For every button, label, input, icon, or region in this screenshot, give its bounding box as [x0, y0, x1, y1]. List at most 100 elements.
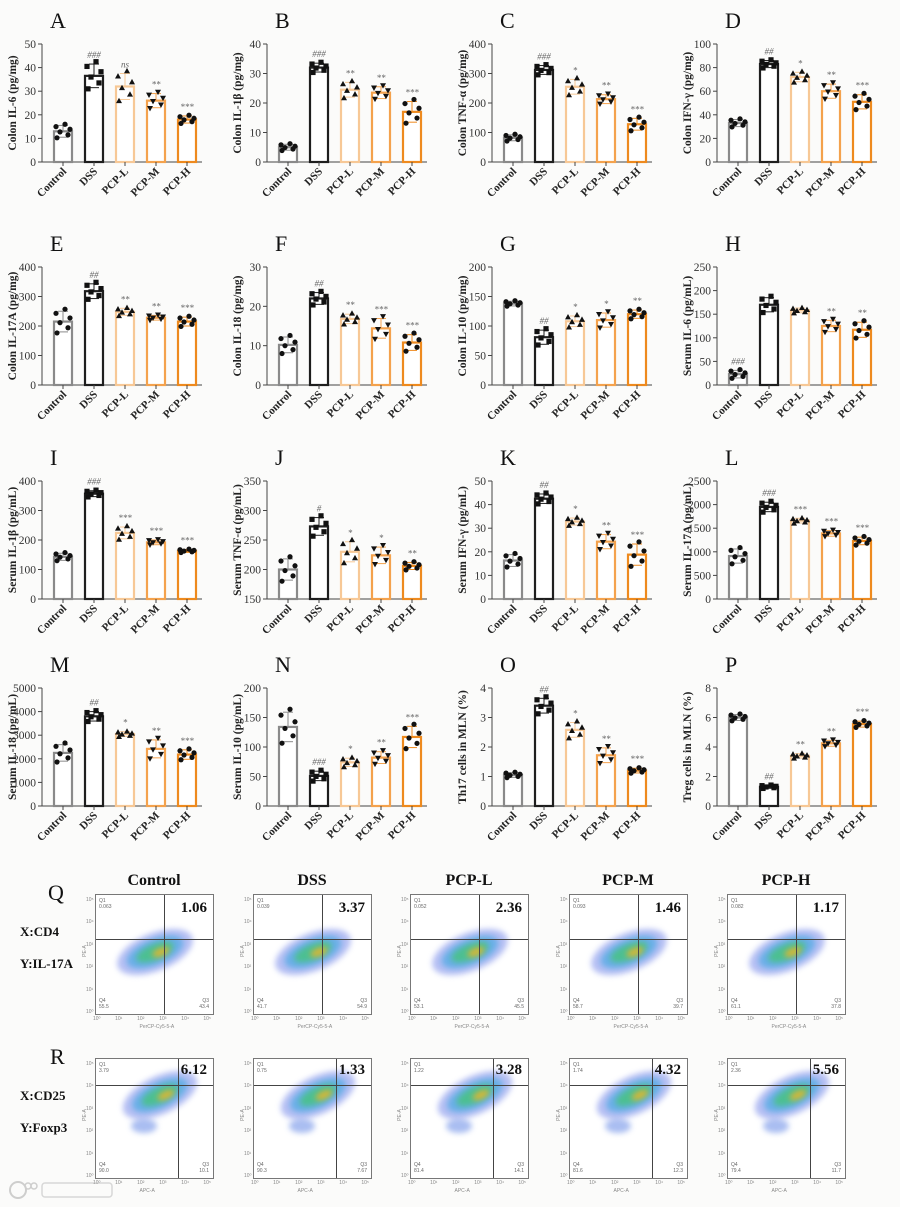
y-tick-label: 1 — [480, 772, 486, 784]
q3-value: 14.1 — [514, 1168, 524, 1174]
q1-value: 0.039 — [257, 904, 270, 910]
x-decade-label: 10⁰ — [725, 1180, 733, 1186]
y-axis-label: Colon IL-1β (pg/mg) — [232, 52, 244, 153]
data-point — [321, 67, 327, 73]
q3-value: 45.5 — [514, 1004, 524, 1010]
data-point — [127, 91, 133, 97]
density-cluster — [605, 1118, 632, 1133]
bar-pcp-h — [626, 313, 648, 387]
data-point — [84, 709, 90, 716]
data-point — [385, 322, 391, 328]
x-tick-label: PCP-M — [579, 602, 613, 636]
y-decade-label: 10⁰ — [560, 1173, 568, 1179]
data-point — [830, 316, 836, 323]
y-tick-label: 0 — [255, 157, 261, 169]
data-point — [512, 550, 518, 557]
data-point — [67, 315, 73, 321]
x-tick-label: PCP-L — [775, 603, 806, 634]
horizontal-gate — [411, 1085, 528, 1087]
y-axis-name: PE-A — [239, 944, 246, 957]
data-point — [53, 124, 59, 130]
data-point — [546, 70, 552, 76]
data-point — [119, 84, 125, 91]
bar-dss — [533, 704, 555, 808]
data-point — [290, 573, 296, 579]
x-tick-label: Control — [260, 810, 294, 844]
data-point — [790, 515, 796, 522]
data-point — [181, 752, 187, 758]
q1-value: 0.082 — [731, 904, 744, 910]
data-point — [742, 713, 748, 720]
q4-label: Q4 — [257, 998, 264, 1004]
significance-mark: ### — [87, 50, 101, 60]
panel-letter: J — [275, 445, 284, 470]
significance-mark: * — [573, 302, 578, 312]
y-tick-label: 0 — [30, 801, 36, 813]
x-tick-label: PCP-H — [836, 165, 869, 198]
data-point — [866, 324, 872, 330]
y-decade-label: 10¹ — [86, 1150, 94, 1157]
data-point — [763, 302, 769, 309]
data-point — [608, 757, 614, 763]
x-tick-label: DSS — [302, 389, 325, 412]
data-point — [515, 561, 521, 567]
x-decade-label: 10⁵ — [203, 1180, 212, 1186]
data-point — [628, 563, 634, 569]
data-point — [282, 343, 288, 349]
x-tick-label: Control — [710, 603, 744, 637]
data-point — [631, 553, 637, 559]
data-point — [636, 306, 642, 312]
data-point — [160, 743, 166, 749]
data-point — [88, 74, 94, 80]
data-point — [53, 551, 59, 557]
data-point — [760, 309, 766, 316]
panel-letter: G — [500, 231, 516, 256]
data-point — [160, 539, 166, 545]
flow-plot-pcp-m: Q1 0.093 1.46 Q4 58.7 Q3 39.7 — [569, 894, 688, 1015]
data-point — [96, 716, 102, 722]
x-tick-label: DSS — [77, 166, 100, 189]
data-point — [639, 314, 645, 320]
data-point — [804, 752, 810, 758]
x-decade-label: 10¹ — [747, 1180, 755, 1186]
y-decade-label: 10⁵ — [718, 896, 726, 903]
y-decade-label: 10¹ — [244, 1150, 252, 1157]
data-point — [372, 96, 378, 103]
data-point — [794, 517, 800, 524]
data-point — [279, 740, 285, 746]
vertical-gate — [651, 1059, 653, 1178]
significance-mark: * — [348, 744, 353, 754]
x-tick-label: Control — [35, 166, 69, 200]
data-point — [309, 769, 315, 775]
q4-value: 53.1 — [414, 1004, 424, 1010]
q3-value: 7.67 — [357, 1168, 367, 1174]
significance-mark: # — [317, 504, 322, 514]
y-tick-label: 10 — [250, 341, 262, 353]
data-point — [341, 94, 347, 101]
data-point — [352, 554, 358, 561]
data-point — [507, 772, 513, 778]
data-point — [835, 530, 841, 536]
x-decade-label: 10⁴ — [813, 1180, 822, 1186]
chart-panel-D: D Colon IFN-γ (pg/mg) 0 20 40 60 80 100 Control #… — [682, 8, 877, 200]
y-decade-label: 10³ — [86, 941, 94, 948]
data-point — [287, 706, 293, 712]
data-point — [191, 317, 197, 323]
y-decade-label: 10⁴ — [560, 1083, 568, 1090]
x-tick-label: DSS — [752, 810, 775, 833]
y-tick-label: 200 — [469, 98, 487, 110]
y-tick-label: 20 — [700, 133, 712, 145]
y-decade-label: 10⁴ — [244, 1083, 252, 1090]
data-point — [310, 778, 316, 784]
y-tick-label: 40 — [700, 110, 712, 122]
y-tick-label: 50 — [475, 476, 487, 488]
y-decade-label: 10² — [86, 1128, 94, 1135]
q2-value: 4.32 — [654, 1062, 681, 1078]
data-point — [186, 546, 192, 552]
data-point — [799, 68, 805, 74]
significance-mark: ## — [540, 684, 550, 694]
y-decade-label: 10³ — [560, 941, 568, 948]
flow-group-title: PCP-H — [761, 872, 811, 889]
significance-mark: *** — [180, 102, 194, 112]
data-point — [323, 63, 329, 69]
